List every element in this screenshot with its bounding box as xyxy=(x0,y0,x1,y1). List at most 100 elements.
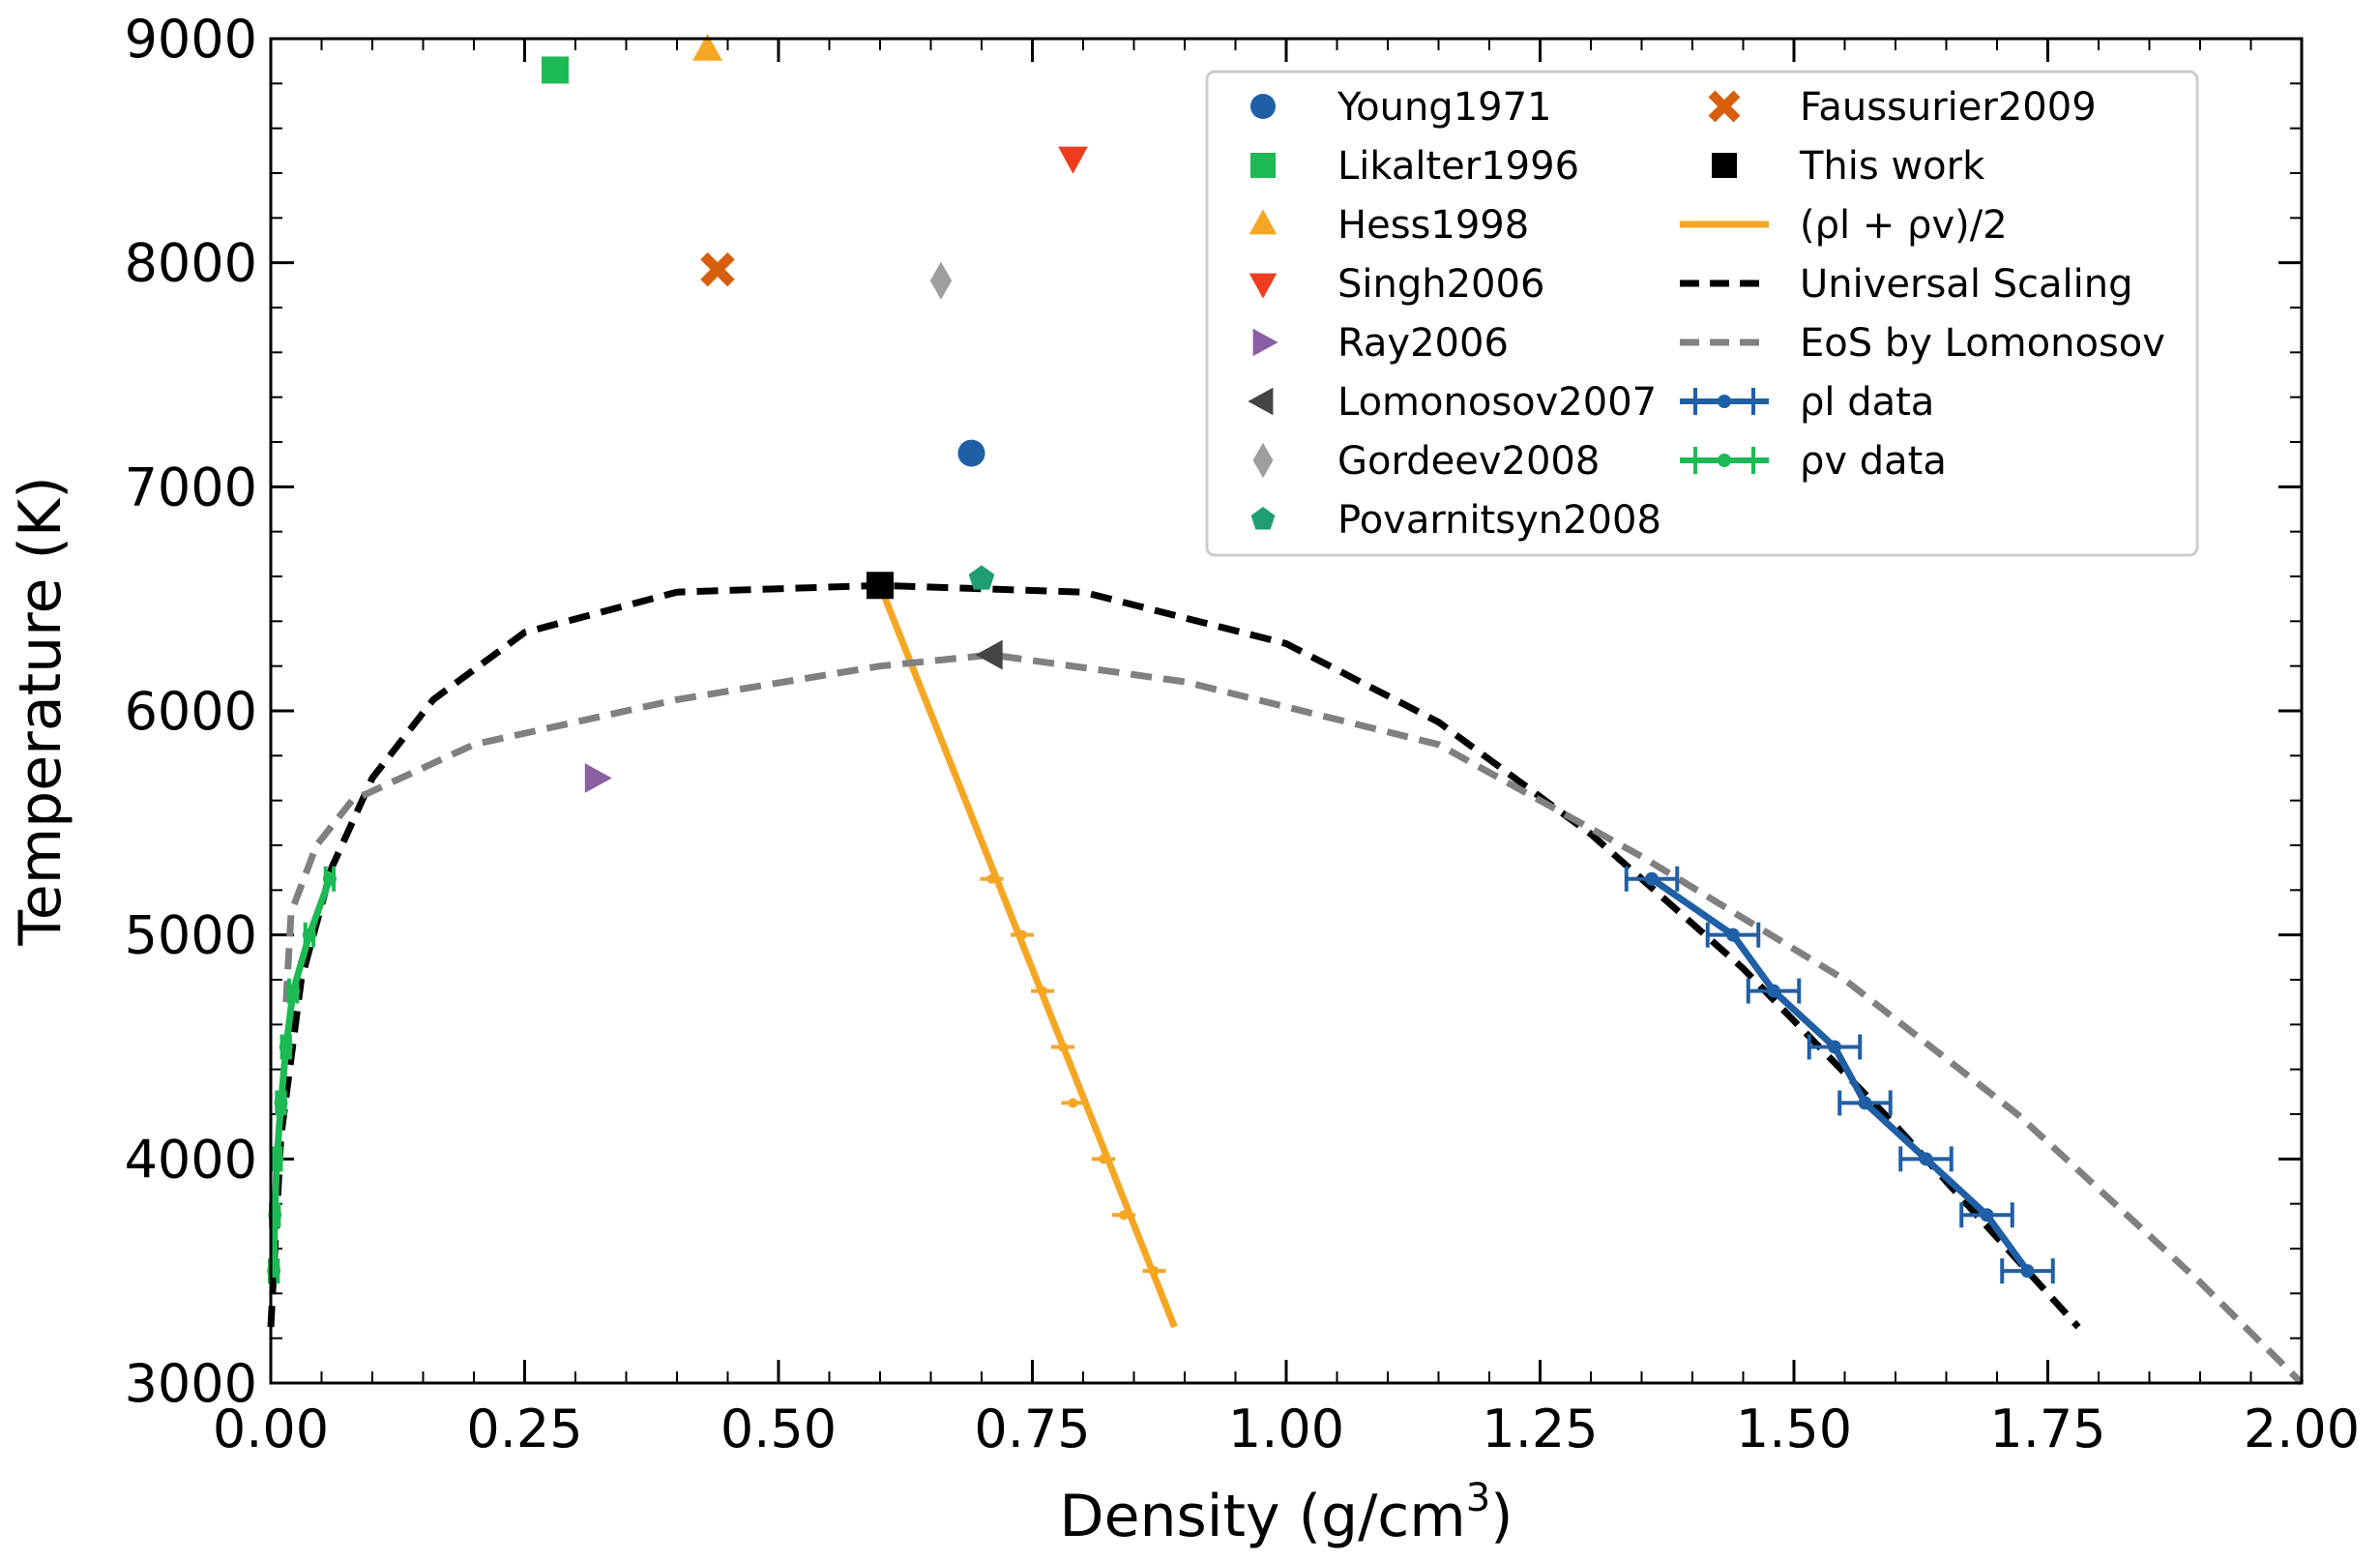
y-axis-title: Temperature (K) xyxy=(7,476,74,946)
point-lomonosov2007 xyxy=(975,639,1003,670)
legend: Young1971 Likalter1996 Hess1998 Singh2006 Ra… xyxy=(1205,70,2199,557)
legend-marker xyxy=(1718,454,1731,467)
legend-marker xyxy=(1252,442,1274,479)
x-tick-label: 0.00 xyxy=(213,1399,329,1459)
midpoint-marker xyxy=(1017,929,1027,940)
data-point xyxy=(302,928,316,942)
legend-label: Singh2006 xyxy=(1337,262,1544,307)
legend-entry--v-data: ρv data xyxy=(1680,439,1947,484)
legend-label: Likalter1996 xyxy=(1337,144,1579,189)
legend-label: ρl data xyxy=(1800,380,1934,425)
scatter-points xyxy=(542,33,1088,793)
midpoint-marker xyxy=(1119,1210,1129,1221)
x-axis-title-main: Density (g/cm xyxy=(1059,1483,1465,1550)
legend-marker xyxy=(1249,209,1278,235)
y-tick-label: 6000 xyxy=(125,681,257,742)
legend-entry--l-data: ρl data xyxy=(1680,380,1934,425)
legend-marker xyxy=(1712,153,1737,178)
point-young1971 xyxy=(957,439,985,467)
legend-entry-likalter1996: Likalter1996 xyxy=(1250,144,1579,189)
legend-marker xyxy=(1252,328,1278,357)
x-tick-label: 1.25 xyxy=(1482,1399,1598,1459)
data-point xyxy=(274,1096,288,1110)
point-gordeev2008 xyxy=(929,261,953,300)
legend-marker xyxy=(1249,273,1278,299)
x-tick-label: 0.50 xyxy=(720,1399,837,1459)
legend-label: ρv data xyxy=(1800,439,1947,484)
legend-entry-gordeev2008: Gordeev2008 xyxy=(1252,439,1600,484)
legend-label: Lomonosov2007 xyxy=(1337,380,1657,425)
x-axis-title-close: ) xyxy=(1490,1483,1513,1550)
midpoint-marker xyxy=(986,873,997,884)
legend-label: Hess1998 xyxy=(1337,203,1529,248)
midpoint-marker xyxy=(1149,1266,1160,1277)
y-tick-label: 4000 xyxy=(125,1129,257,1190)
y-tick-label: 9000 xyxy=(125,9,257,70)
legend-entry-young1971: Young1971 xyxy=(1250,85,1551,130)
legend-label: Faussurier2009 xyxy=(1800,85,2097,130)
x-tick-label: 1.00 xyxy=(1228,1399,1344,1459)
data-point xyxy=(1645,871,1659,886)
data-point xyxy=(286,984,301,998)
legend-entry-universal-scaling: Universal Scaling xyxy=(1680,262,2133,307)
legend-entry-lomonosov2007: Lomonosov2007 xyxy=(1248,380,1657,425)
x-tick-label: 2.00 xyxy=(2244,1399,2360,1459)
legend-marker xyxy=(1718,395,1731,408)
midpoint-marker xyxy=(1068,1098,1078,1108)
midpoint-marker xyxy=(1058,1042,1068,1052)
data-point xyxy=(1726,928,1740,942)
point-povarnitsyn2008 xyxy=(968,565,995,590)
point-hess1998 xyxy=(692,33,722,61)
x-axis-ticks: 0.00 0.25 0.50 0.75 1.00 1.25 1.50 1.75 2.00 xyxy=(213,39,2360,1459)
midpoint-marker xyxy=(1038,986,1047,996)
x-marker-stroke xyxy=(700,251,735,287)
legend-entry-singh2006: Singh2006 xyxy=(1249,262,1544,307)
legend-label: EoS by Lomonosov xyxy=(1800,321,2165,366)
y-tick-label: 8000 xyxy=(125,233,257,294)
data-point xyxy=(279,1040,293,1054)
legend-entry-hess1998: Hess1998 xyxy=(1249,203,1529,248)
data-point xyxy=(1980,1208,1994,1222)
legend-label: Young1971 xyxy=(1337,85,1551,130)
series-line-2 xyxy=(282,651,2305,1386)
legend-label: This work xyxy=(1799,144,1985,189)
data-point xyxy=(1858,1096,1872,1110)
y-tick-label: 7000 xyxy=(125,457,257,517)
data-point xyxy=(322,871,337,886)
x-axis-title-superscript: 3 xyxy=(1466,1476,1490,1520)
legend-marker xyxy=(1250,507,1276,530)
legend-marker xyxy=(1248,387,1274,416)
legend-label: Gordeev2008 xyxy=(1337,439,1600,484)
y-tick-label: 5000 xyxy=(125,905,257,966)
legend-entry-this-work: This work xyxy=(1712,144,1985,189)
x-tick-label: 0.25 xyxy=(466,1399,582,1459)
legend-box xyxy=(1205,70,2199,557)
x-tick-label: 0.75 xyxy=(974,1399,1090,1459)
legend-label: Ray2006 xyxy=(1337,321,1509,366)
point-ray2006 xyxy=(584,763,612,793)
midpoint-marker xyxy=(1099,1154,1108,1164)
legend-label: Povarnitsyn2008 xyxy=(1337,498,1661,543)
series-lines xyxy=(267,581,2305,1386)
y-tick-label: 3000 xyxy=(125,1353,257,1414)
legend-marker xyxy=(1250,153,1276,178)
plot-frame xyxy=(269,37,2304,1385)
legend-entry-ray2006: Ray2006 xyxy=(1252,321,1509,366)
point-faussurier2009 xyxy=(700,251,735,287)
legend-entry-faussurier2009: Faussurier2009 xyxy=(1708,85,2097,130)
data-point xyxy=(1919,1152,1933,1166)
data-point xyxy=(2020,1264,2035,1279)
series-line-0 xyxy=(876,584,1178,1329)
data-point xyxy=(270,1152,284,1166)
x-tick-label: 1.75 xyxy=(1989,1399,2105,1459)
data-point xyxy=(1828,1040,1841,1054)
legend-marker xyxy=(1250,94,1276,119)
x-axis-title: Density (g/cm3) xyxy=(1059,1476,1513,1550)
data-point xyxy=(267,1264,281,1279)
legend-entry-povarnitsyn2008: Povarnitsyn2008 xyxy=(1250,498,1661,543)
point-likalter1996 xyxy=(542,56,569,84)
legend-entry-eos-by-lomonosov: EoS by Lomonosov xyxy=(1680,321,2165,366)
data-point xyxy=(1767,984,1780,998)
legend-label: (ρl + ρv)/2 xyxy=(1800,203,2008,248)
